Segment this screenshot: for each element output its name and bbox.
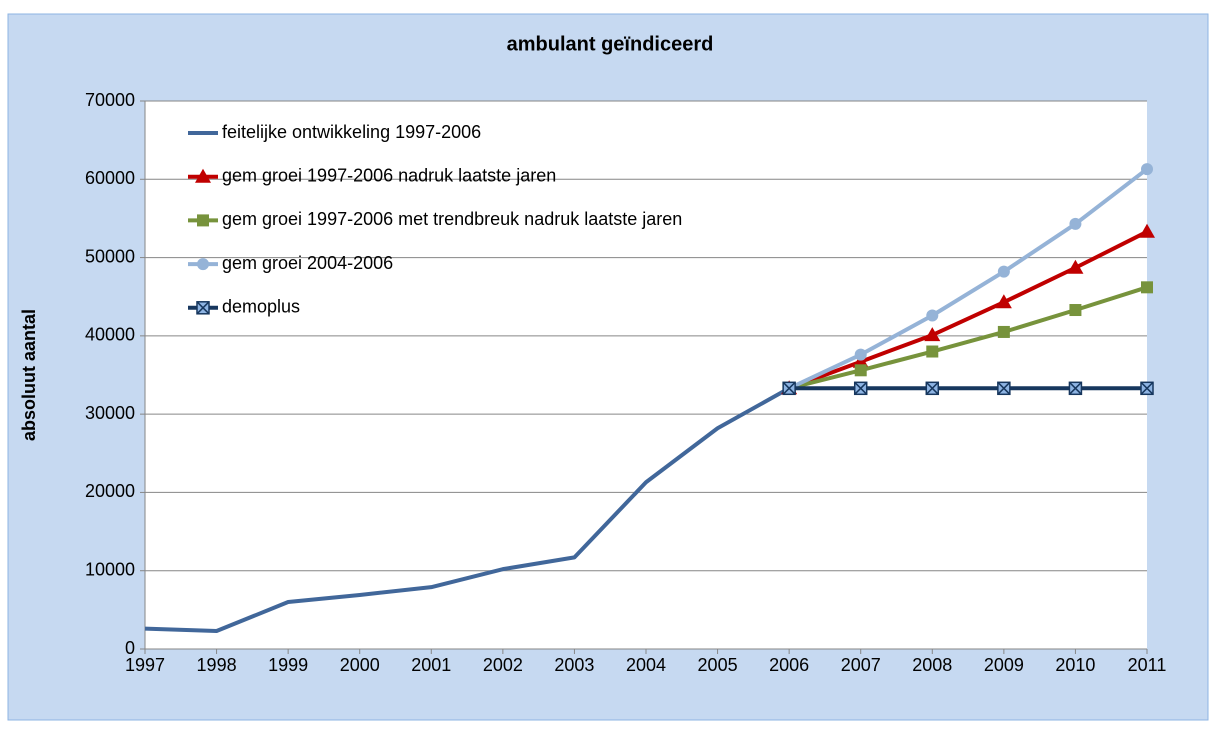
x-tick-label: 2011 xyxy=(1128,655,1167,675)
y-tick-label: 0 xyxy=(125,638,135,658)
marker-cross xyxy=(196,301,210,315)
data-point xyxy=(997,381,1011,396)
y-tick-label: 40000 xyxy=(85,325,135,345)
x-tick-label: 2000 xyxy=(340,655,380,675)
legend-label: gem groei 1997-2006 nadruk laatste jaren xyxy=(222,165,556,185)
series-line xyxy=(788,285,1148,391)
x-tick-label: 2004 xyxy=(626,655,666,675)
x-tick-label: 2010 xyxy=(1055,655,1095,675)
x-tick-label: 2003 xyxy=(554,655,594,675)
x-tick-label: 2008 xyxy=(912,655,952,675)
y-tick-label: 60000 xyxy=(85,168,135,188)
legend-marker xyxy=(197,258,209,271)
marker-cross xyxy=(997,381,1011,395)
data-point xyxy=(1069,217,1082,230)
data-point xyxy=(1067,259,1084,274)
y-tick-label: 30000 xyxy=(85,403,135,423)
data-point xyxy=(852,353,869,368)
data-point xyxy=(926,345,939,358)
y-tick-label: 20000 xyxy=(85,481,135,501)
data-point xyxy=(924,327,941,342)
x-tick-label: 2006 xyxy=(769,655,809,675)
legend-label: gem groei 2004-2006 xyxy=(222,253,393,273)
data-point xyxy=(854,364,867,377)
data-point xyxy=(925,381,940,396)
legend-marker xyxy=(196,301,210,315)
x-tick-label: 1998 xyxy=(197,655,237,675)
marker-cross xyxy=(1068,381,1082,395)
marker-cross xyxy=(1140,381,1154,395)
marker-cross xyxy=(925,381,939,395)
data-point xyxy=(782,381,796,396)
legend-marker xyxy=(197,214,209,227)
x-tick-label: 1997 xyxy=(125,655,165,675)
y-tick-label: 70000 xyxy=(85,90,135,110)
data-point xyxy=(995,294,1012,309)
x-tick-label: 2001 xyxy=(411,655,451,675)
x-tick-label: 2007 xyxy=(841,655,881,675)
data-point xyxy=(1141,163,1153,176)
y-axis-label: absoluut aantal xyxy=(19,309,39,441)
series-line xyxy=(788,167,1149,391)
legend-label: gem groei 1997-2006 met trendbreuk nadru… xyxy=(222,209,682,229)
y-tick-label: 50000 xyxy=(85,246,135,266)
x-tick-label: 2009 xyxy=(984,655,1024,675)
data-point xyxy=(853,381,868,396)
legend-label: demoplus xyxy=(222,297,300,317)
data-point xyxy=(1068,381,1083,396)
chart-title: ambulant geïndiceerd xyxy=(507,33,714,55)
legend-marker xyxy=(195,168,211,183)
x-tick-label: 2005 xyxy=(698,655,738,675)
legend-label: feitelijke ontwikkeling 1997-2006 xyxy=(222,122,481,142)
marker-cross xyxy=(854,381,868,395)
data-point xyxy=(1069,304,1082,317)
data-point xyxy=(997,325,1010,338)
plot-area xyxy=(145,101,1147,649)
data-point xyxy=(1141,281,1153,294)
data-point xyxy=(1139,223,1155,238)
data-point xyxy=(1140,381,1154,396)
data-point xyxy=(926,309,939,322)
data-point xyxy=(854,348,867,361)
series-line xyxy=(788,229,1148,391)
x-tick-label: 1999 xyxy=(268,655,308,675)
series-line xyxy=(144,386,791,633)
data-point xyxy=(997,265,1010,278)
marker-cross xyxy=(782,381,796,395)
x-tick-label: 2002 xyxy=(483,655,523,675)
y-tick-label: 10000 xyxy=(85,559,135,579)
